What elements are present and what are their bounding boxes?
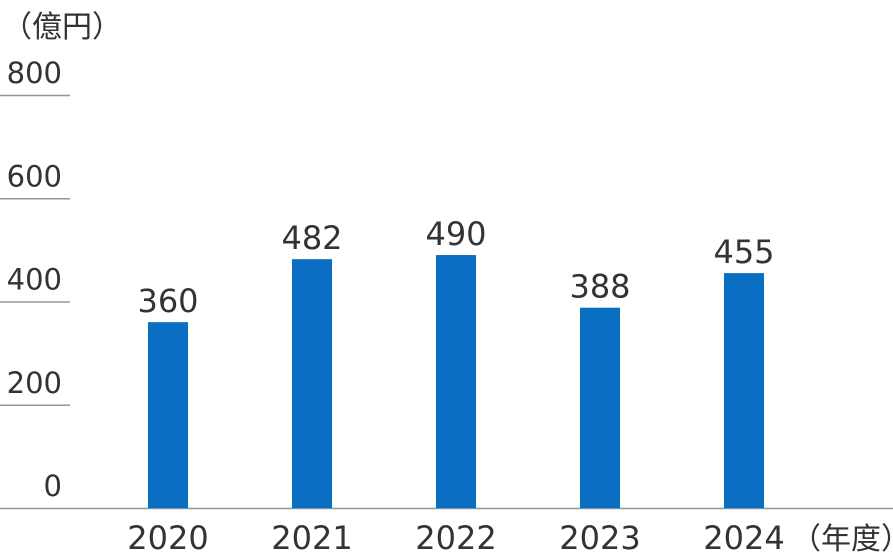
y-tick-label-600: 600 [7,159,62,193]
bar-2021 [292,259,332,508]
bar-2022 [436,255,476,508]
data-label-2023: 388 [569,268,630,306]
x-tick-label-2021: 2021 [271,519,352,557]
y-axis-unit-label: （億円） [2,10,122,45]
bar-2023 [580,307,620,508]
data-label-2024: 455 [713,233,774,271]
y-tick-label-800: 800 [7,56,62,90]
bar-2024 [724,273,764,508]
x-tick-label-2020: 2020 [127,519,208,557]
x-tick-label-2022: 2022 [415,519,496,557]
x-tick-label-2023: 2023 [559,519,640,557]
y-tick-label-400: 400 [7,263,62,297]
y-tick-label-0: 0 [44,469,62,503]
y-tick-label-200: 200 [7,366,62,400]
bar-2020 [148,322,188,508]
x-tick-label-2024: 2024 [703,519,784,557]
data-label-2021: 482 [281,219,342,257]
data-label-2022: 490 [425,215,486,253]
x-axis-unit-label: （年度） [791,522,893,557]
data-label-2020: 360 [137,282,198,320]
